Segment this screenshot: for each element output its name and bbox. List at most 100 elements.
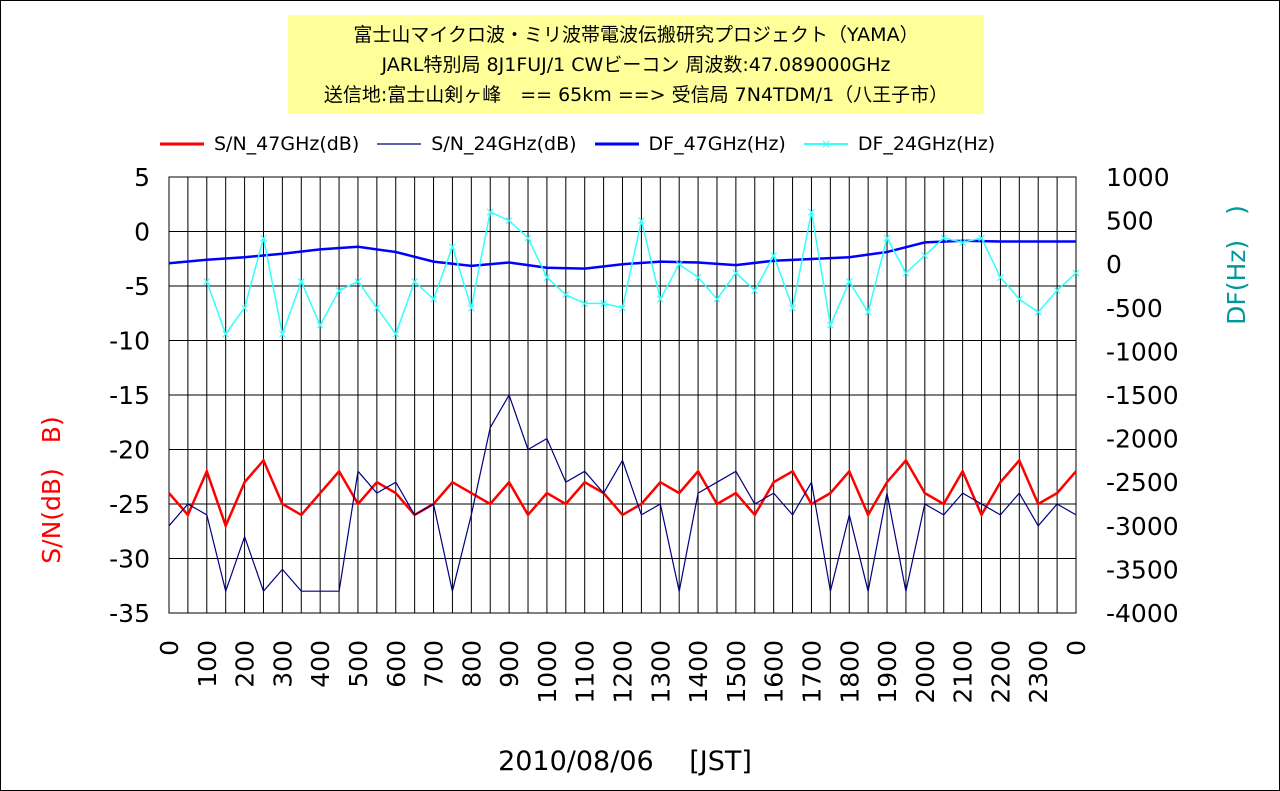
x-tick-label: 1800 (835, 640, 864, 704)
df-24ghz-marker: × (844, 275, 854, 289)
left-tick-label: -30 (109, 545, 150, 574)
df-24ghz-marker: × (599, 296, 609, 310)
legend-item-df-47ghz: DF_47GHz(Hz) (594, 133, 786, 155)
df-24ghz-marker: × (731, 266, 741, 280)
chart-title-line-2: JARL特別局 8J1FUJ/1 CWビーコン 周波数:47.089000GHz (381, 54, 891, 76)
series-line-1 (168, 393, 1077, 594)
right-tick-label: -1500 (1106, 381, 1179, 410)
df-24ghz-marker: × (466, 301, 476, 315)
df-24ghz-marker: × (334, 283, 344, 297)
df-24ghz-marker: × (315, 318, 325, 332)
df-24ghz-marker: × (693, 270, 703, 284)
y-axis-label-left: S/N(dB) B) (37, 416, 66, 563)
df-24ghz-marker: × (580, 296, 590, 310)
series-line-2 (168, 239, 1076, 270)
df-24ghz-marker: × (901, 266, 911, 280)
df-24ghz-marker: × (995, 270, 1005, 284)
series-line-0 (168, 458, 1077, 530)
df-24ghz-marker: × (202, 275, 212, 289)
df-24ghz-marker: × (391, 327, 401, 341)
legend-swatch-df-47ghz (594, 142, 639, 146)
right-tick-label: -2500 (1106, 468, 1179, 497)
x-tick-label: 1700 (797, 640, 826, 704)
series-group: × × × × × × × × × × × × × × × × × × × × × × × × × × × × × × × × × × × × × × × ×… (168, 205, 1081, 594)
x-tick-label: 2100 (949, 640, 978, 704)
df-24ghz-marker: × (372, 301, 382, 315)
x-axis-label: 2010/08/06 [JST] (498, 746, 752, 777)
legend-label-sn-24ghz: S/N_24GHz(dB) (431, 133, 577, 155)
df-24ghz-marker: × (258, 231, 268, 245)
x-tick-label: 200 (231, 640, 260, 688)
legend: S/N_47GHz(dB) S/N_24GHz(dB) DF_47GHz(Hz)… (160, 131, 1013, 157)
df-24ghz-marker: × (429, 292, 439, 306)
df-24ghz-marker: × (277, 327, 287, 341)
right-tick-label: -3000 (1106, 512, 1179, 541)
x-tick-label: 2000 (911, 640, 940, 704)
left-tick-label: -10 (109, 327, 150, 356)
legend-swatch-df-24ghz: × (803, 139, 848, 149)
df-24ghz-marker: × (863, 305, 873, 319)
df-24ghz-marker: × (825, 318, 835, 332)
df-24ghz-marker: × (769, 248, 779, 262)
x-tick-label: 1600 (760, 640, 789, 704)
left-tick-label: -5 (125, 272, 150, 301)
x-tick-label: 2200 (986, 640, 1015, 704)
x-tick-label: 500 (344, 640, 373, 688)
x-tick-label: 2300 (1024, 640, 1053, 704)
x-tick-label: 600 (382, 640, 411, 688)
df-24ghz-marker: × (504, 214, 514, 228)
x-tick-label: 1100 (571, 640, 600, 704)
df-24ghz-marker: × (523, 231, 533, 245)
chart-title-line-3: 送信地:富士山剣ヶ峰 == 65km ==> 受信局 7N4TDM/1（八王子市… (323, 84, 949, 106)
df-24ghz-marker: × (240, 301, 250, 315)
right-tick-label: -1000 (1106, 337, 1179, 366)
chart-title-box: 富士山マイクロ波・ミリ波帯電波伝搬研究プロジェクト（YAMA） JARL特別局 … (288, 15, 984, 114)
chart-title-line-1: 富士山マイクロ波・ミリ波帯電波伝搬研究プロジェクト（YAMA） (353, 24, 919, 46)
df-24ghz-marker: × (617, 301, 627, 315)
df-24ghz-marker: × (920, 248, 930, 262)
df-24ghz-marker: × (655, 292, 665, 306)
df-24ghz-marker: × (296, 275, 306, 289)
x-tick-label: 1000 (533, 640, 562, 704)
df-24ghz-marker: × (1033, 305, 1043, 319)
x-tick-label: 900 (495, 640, 524, 688)
df-24ghz-marker: × (976, 231, 986, 245)
df-24ghz-marker: × (1014, 292, 1024, 306)
series-line-3 (206, 210, 1077, 337)
x-tick-label: 1400 (684, 640, 713, 704)
x-tick-label: 1500 (722, 640, 751, 704)
legend-item-sn-47ghz: S/N_47GHz(dB) (160, 133, 359, 155)
x-axis-ticks: 0 100 200 300 400 500 600 700 800 900 1000 1100 1200… (155, 640, 1091, 704)
left-tick-label: -25 (109, 490, 150, 519)
df-24ghz-marker: × (882, 231, 892, 245)
df-24ghz-marker: × (353, 275, 363, 289)
right-tick-label: -2000 (1106, 425, 1179, 454)
legend-item-df-24ghz: × DF_24GHz(Hz) (803, 133, 996, 155)
x-tick-label: 1900 (873, 640, 902, 704)
svg-text:×: × (821, 139, 831, 149)
df-24ghz-marker: × (410, 275, 420, 289)
legend-swatch-sn-47ghz (160, 142, 204, 146)
right-tick-label: 1000 (1106, 163, 1170, 192)
x-tick-label: 0 (1062, 640, 1091, 656)
df-24ghz-marker: × (750, 283, 760, 297)
left-tick-label: -35 (109, 599, 150, 628)
x-tick-label: 800 (457, 640, 486, 688)
df-24ghz-marker: × (221, 327, 231, 341)
left-tick-label: -20 (109, 436, 150, 465)
x-tick-label: 400 (306, 640, 335, 688)
right-tick-label: 500 (1106, 207, 1154, 236)
x-tick-label: 300 (268, 640, 297, 688)
df-24ghz-marker: × (674, 257, 684, 271)
left-tick-label: 5 (134, 163, 150, 192)
right-tick-label: 0 (1106, 250, 1122, 279)
legend-label-df-24ghz: DF_24GHz(Hz) (857, 133, 996, 155)
x-tick-label: 0 (155, 640, 184, 656)
right-tick-label: -3500 (1106, 555, 1179, 584)
y-axis-label-right: DF(Hz) ) (1222, 205, 1251, 325)
df-24ghz-marker: × (485, 205, 495, 219)
df-24ghz-marker: × (788, 301, 798, 315)
x-tick-label: 100 (193, 640, 222, 688)
df-24ghz-marker: × (806, 205, 816, 219)
